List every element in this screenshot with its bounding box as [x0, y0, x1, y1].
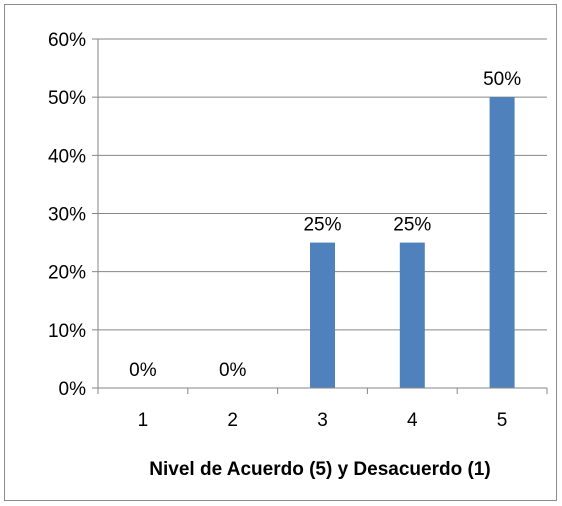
- y-tick-label: 20%: [48, 263, 86, 284]
- data-label: 25%: [303, 215, 341, 236]
- y-tick-label: 40%: [48, 146, 86, 167]
- y-tick-labels: 0% 10% 20% 30% 40% 50% 60%: [48, 30, 86, 400]
- x-tick-label: 3: [317, 410, 328, 431]
- x-tick-label: 5: [497, 410, 508, 431]
- x-tick-label: 4: [407, 410, 418, 431]
- axes: [92, 38, 548, 394]
- data-labels: 0% 0% 25% 25% 50%: [129, 69, 521, 381]
- bar-4: [399, 242, 425, 388]
- y-tick-label: 0%: [59, 379, 87, 400]
- bar-5: [489, 97, 515, 389]
- y-tick-label: 50%: [48, 88, 86, 109]
- chart-frame: [4, 4, 557, 501]
- x-tick-labels: 1 2 3 4 5: [138, 410, 508, 431]
- bars: [310, 97, 515, 389]
- y-tick-label: 60%: [48, 30, 86, 51]
- data-label: 0%: [129, 360, 157, 381]
- data-label: 25%: [393, 215, 431, 236]
- y-tick-label: 30%: [48, 205, 86, 226]
- x-axis-title: Nivel de Acuerdo (5) y Desacuerdo (1): [149, 459, 490, 480]
- data-label: 0%: [219, 360, 247, 381]
- x-tick-label: 1: [138, 410, 149, 431]
- gridlines: [98, 38, 547, 331]
- y-tick-label: 10%: [48, 321, 86, 342]
- x-tick-label: 2: [227, 410, 238, 431]
- bar-3: [310, 242, 335, 388]
- data-label: 50%: [483, 69, 521, 90]
